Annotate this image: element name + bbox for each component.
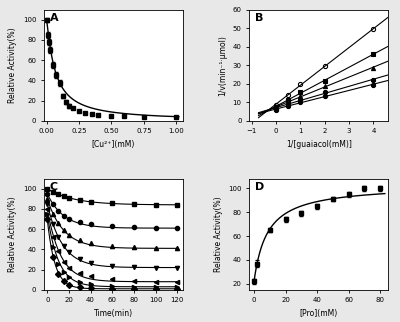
X-axis label: [Pro](mM): [Pro](mM)	[300, 309, 338, 318]
Text: B: B	[255, 13, 263, 23]
Text: D: D	[255, 182, 264, 192]
Text: C: C	[50, 182, 58, 192]
X-axis label: [Cu²⁺](mM): [Cu²⁺](mM)	[92, 140, 135, 149]
Y-axis label: Relative Activity(%): Relative Activity(%)	[8, 27, 17, 103]
Text: A: A	[50, 13, 58, 23]
Y-axis label: 1/v(min⁻¹·μmol): 1/v(min⁻¹·μmol)	[218, 35, 227, 96]
Y-axis label: Relative Activity(%): Relative Activity(%)	[8, 196, 17, 272]
X-axis label: 1/[guaiacol(mM)]: 1/[guaiacol(mM)]	[286, 140, 352, 149]
X-axis label: Time(min): Time(min)	[94, 309, 133, 318]
Y-axis label: Relative Activity(%): Relative Activity(%)	[214, 196, 222, 272]
